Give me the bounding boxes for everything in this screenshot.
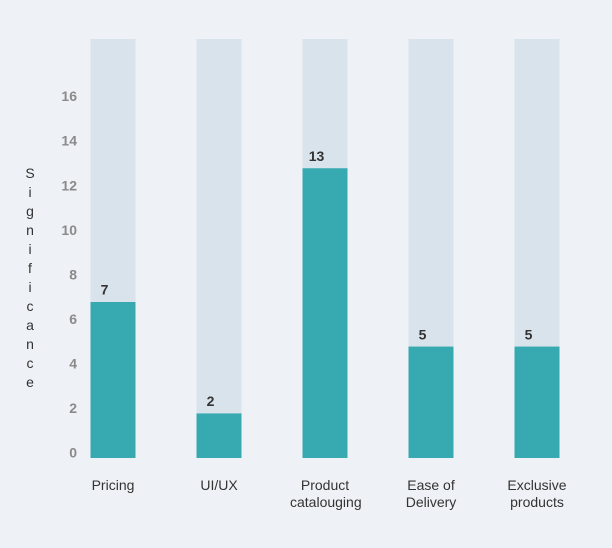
bar bbox=[196, 413, 242, 458]
value-label: 2 bbox=[207, 393, 215, 409]
bar bbox=[90, 301, 136, 458]
x-tick-label: Product catalouging bbox=[290, 477, 362, 510]
bar bbox=[408, 346, 454, 458]
y-tick-label: 6 bbox=[69, 311, 77, 327]
y-tick-label: 8 bbox=[69, 266, 77, 282]
y-tick-label: 16 bbox=[61, 88, 77, 104]
y-tick-label: 2 bbox=[69, 400, 77, 416]
x-tick-label: UI/UX bbox=[200, 477, 238, 493]
y-tick-label: 12 bbox=[61, 177, 77, 193]
bar bbox=[302, 168, 348, 458]
x-tick-label: Pricing bbox=[91, 477, 135, 493]
value-label: 5 bbox=[525, 326, 533, 342]
x-tick-label: Ease of Delivery bbox=[405, 477, 457, 510]
y-axis-label: Significance bbox=[22, 165, 38, 393]
y-tick-label: 10 bbox=[61, 222, 77, 238]
x-tick-label: Exclusive products bbox=[507, 477, 567, 510]
value-label: 7 bbox=[101, 282, 109, 298]
y-tick-label: 0 bbox=[69, 445, 77, 461]
value-label: 5 bbox=[419, 326, 427, 342]
y-tick-label: 4 bbox=[69, 356, 77, 372]
value-label: 13 bbox=[309, 148, 325, 164]
bar bbox=[514, 346, 560, 458]
y-tick-label: 14 bbox=[61, 133, 77, 149]
bar-track bbox=[196, 39, 242, 458]
